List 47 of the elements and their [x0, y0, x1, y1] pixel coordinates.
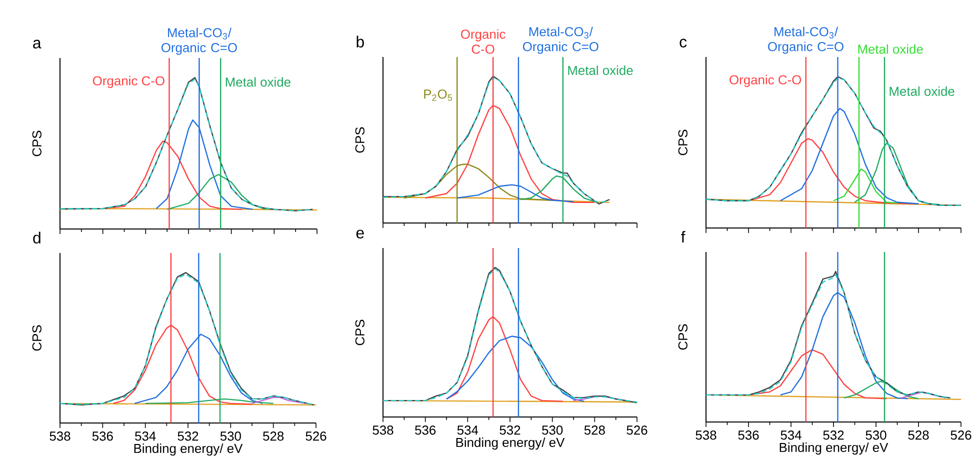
ref-line-label: Metal-CO$_{3}$/ Organic C=O	[768, 26, 844, 54]
x-tick-label: 536	[415, 426, 436, 435]
y-axis-title: CPS	[32, 325, 42, 351]
x-tick-label: 528	[908, 430, 929, 440]
x-tick-label: 526	[626, 426, 648, 435]
x-axis-title: Binding energy/ eV	[134, 444, 243, 456]
x-tick-label: 530	[220, 432, 241, 441]
x-tick-label: 534	[457, 426, 478, 435]
chart-title: a	[33, 40, 42, 48]
ref-line-label: Metal oxide	[568, 66, 633, 76]
x-tick-label: 534	[780, 430, 802, 440]
y-axis-title: CPS	[678, 130, 688, 156]
x-tick-label: 532	[500, 426, 520, 435]
x-tick-label: 528	[584, 426, 605, 435]
x-tick-label: 534	[135, 432, 156, 441]
ref-line-label: P$_{2}$O$_{5}$	[424, 90, 452, 101]
x-tick-label: 526	[950, 430, 972, 440]
chart-title: e	[356, 230, 364, 238]
x-tick-label: 526	[306, 432, 326, 441]
x-axis-title: Binding energy/ eV	[780, 442, 888, 455]
ref-line-label: Organic C-O	[92, 76, 164, 88]
x-tick-label: 528	[263, 432, 284, 441]
y-axis-title: CPS	[32, 130, 42, 156]
chart-title: c	[680, 38, 687, 48]
chart-title: b	[356, 36, 364, 48]
x-tick-label: 532	[178, 432, 198, 441]
ref-line-label: Organic C-O	[461, 29, 506, 54]
ref-line-label: Metal oxide	[226, 77, 290, 87]
x-tick-label: 538	[696, 430, 716, 440]
x-axis-title: Binding energy/ eV	[456, 438, 565, 450]
y-axis-title: CPS	[355, 127, 364, 153]
ref-line-label: Organic C-O	[730, 74, 802, 87]
x-tick-label: 530	[542, 426, 563, 435]
ref-line-label: Metal-CO$_{3}$/ Organic C=O	[161, 28, 237, 55]
y-axis-title: CPS	[355, 320, 364, 346]
x-tick-label: 536	[92, 432, 113, 441]
chart-title: f	[681, 230, 686, 242]
chart-title: d	[33, 232, 40, 244]
x-tick-label: 538	[372, 426, 394, 435]
x-tick-label: 538	[50, 432, 70, 441]
x-tick-label: 536	[738, 430, 759, 440]
ref-line-label: Metal oxide	[858, 44, 923, 54]
ref-line-label: Metal-CO$_{3}$/ Organic C=O	[522, 26, 598, 54]
ref-line-label: Metal oxide	[890, 86, 954, 96]
x-tick-label: 532	[823, 430, 844, 440]
y-axis-title: CPS	[678, 324, 688, 350]
x-tick-label: 530	[866, 430, 886, 440]
